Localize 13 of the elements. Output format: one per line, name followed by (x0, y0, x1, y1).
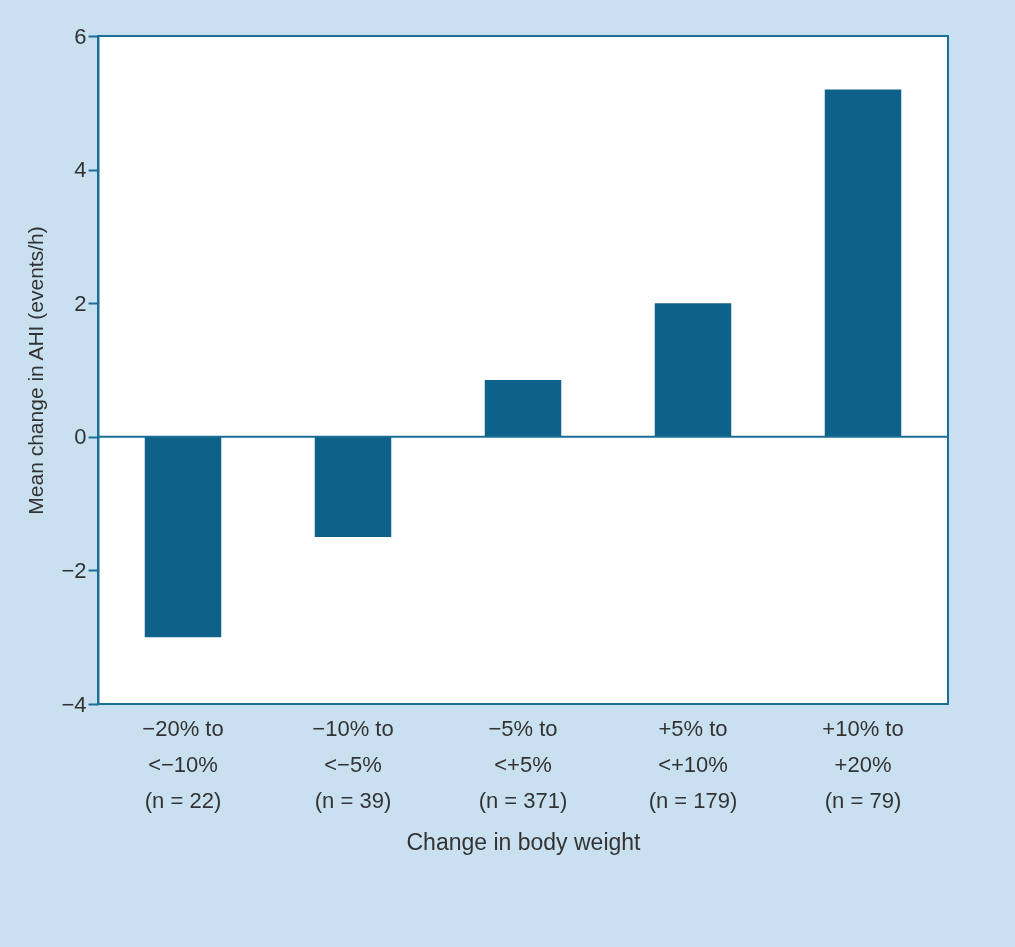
x-tick-label: −10% to <−5% (n = 39) (312, 715, 394, 813)
y-tick-label: −4 (61, 691, 87, 717)
y-tick-label: 6 (74, 23, 87, 49)
y-tick-label: 4 (74, 157, 87, 183)
x-tick-label: −20% to <−10% (n = 22) (142, 715, 224, 813)
x-tick-label: +10% to +20% (n = 79) (822, 715, 904, 813)
y-tick-label: 2 (74, 290, 87, 316)
y-tick-label: 0 (74, 424, 87, 450)
x-axis-title: Change in body weight (406, 828, 642, 855)
y-tick-label: −2 (61, 557, 87, 583)
y-axis-title: Mean change in AHI (events/h) (24, 226, 48, 515)
x-tick-label: +5% to <+10% (n = 179) (648, 715, 738, 813)
x-tick-label: −5% to <+5% (n = 371) (478, 715, 568, 813)
